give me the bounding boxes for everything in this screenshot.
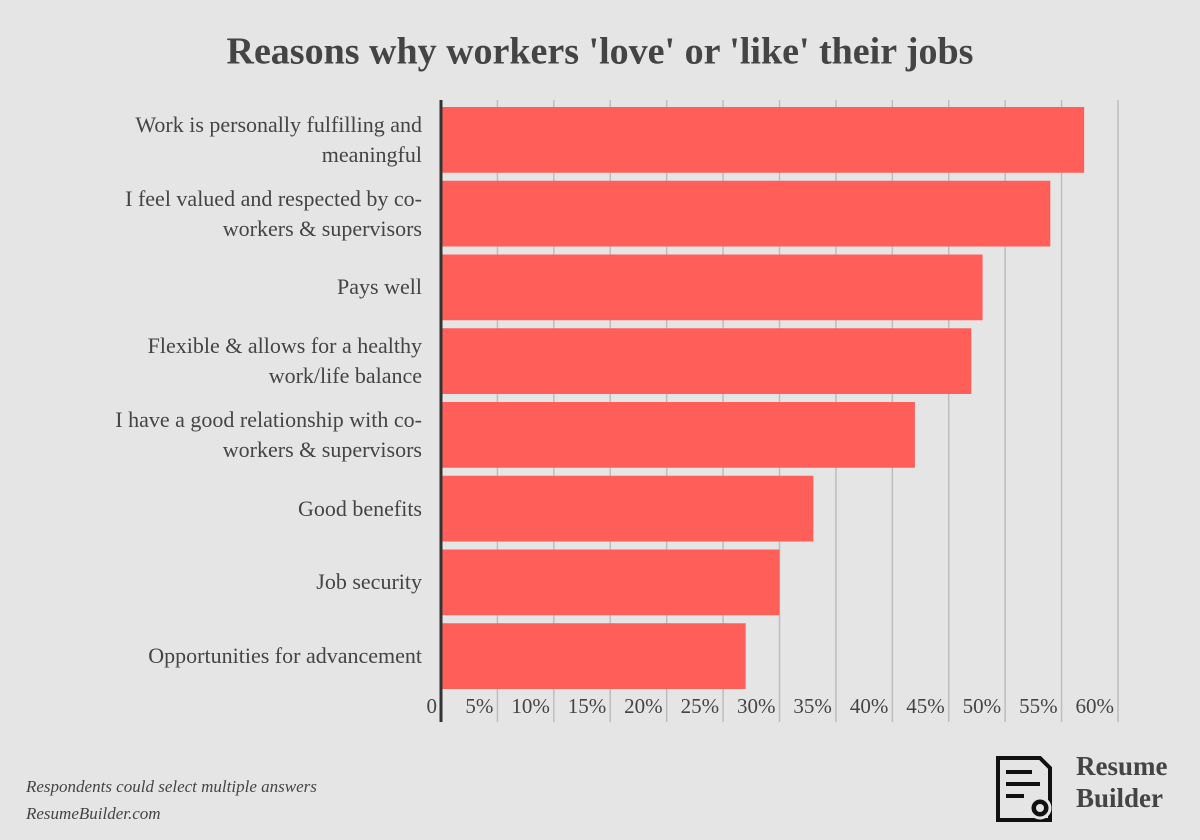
x-tick-label: 60%: [1076, 694, 1115, 718]
y-tick-label: Pays well: [337, 274, 422, 300]
bar: [441, 180, 1051, 247]
x-tick-label: 0: [427, 694, 438, 718]
source: ResumeBuilder.com: [25, 804, 161, 823]
y-tick-label: Good benefits: [297, 495, 422, 521]
x-tick-label: 40%: [850, 694, 889, 718]
x-tick-label: 50%: [963, 694, 1002, 718]
y-tick-label: I feel valued and respected by co-worker…: [125, 185, 422, 241]
x-tick-label: 20%: [624, 694, 663, 718]
logo-text: Resume: [1076, 751, 1167, 781]
bar: [441, 402, 915, 468]
bar: [441, 328, 972, 394]
logo-icon: [996, 756, 1052, 822]
logo-text: Builder: [1076, 783, 1163, 813]
x-tick-label: 55%: [1019, 694, 1058, 718]
x-tick-label: 5%: [465, 694, 493, 718]
bar: [441, 107, 1085, 173]
x-tick-label: 30%: [737, 694, 776, 718]
x-tick-label: 25%: [681, 694, 720, 718]
y-tick-label: Opportunities for advancement: [148, 643, 422, 669]
bar: [441, 549, 780, 616]
footnote: Respondents could select multiple answer…: [25, 777, 317, 796]
x-tick-label: 45%: [906, 694, 945, 718]
x-tick-label: 15%: [568, 694, 607, 718]
y-tick-label: Flexible & allows for a healthy work/lif…: [147, 333, 422, 389]
x-tick-label: 35%: [793, 694, 832, 718]
y-tick-label: Work is personally fulfilling and meanin…: [135, 111, 422, 167]
bar: [441, 254, 983, 321]
chart-title: Reasons why workers 'love' or 'like' the…: [227, 31, 974, 73]
y-tick-label: I have a good relationship with co-worke…: [115, 406, 422, 462]
bar: [441, 475, 814, 542]
y-tick-label: Job security: [316, 569, 422, 595]
x-tick-label: 10%: [511, 694, 550, 718]
bar: [441, 623, 746, 689]
